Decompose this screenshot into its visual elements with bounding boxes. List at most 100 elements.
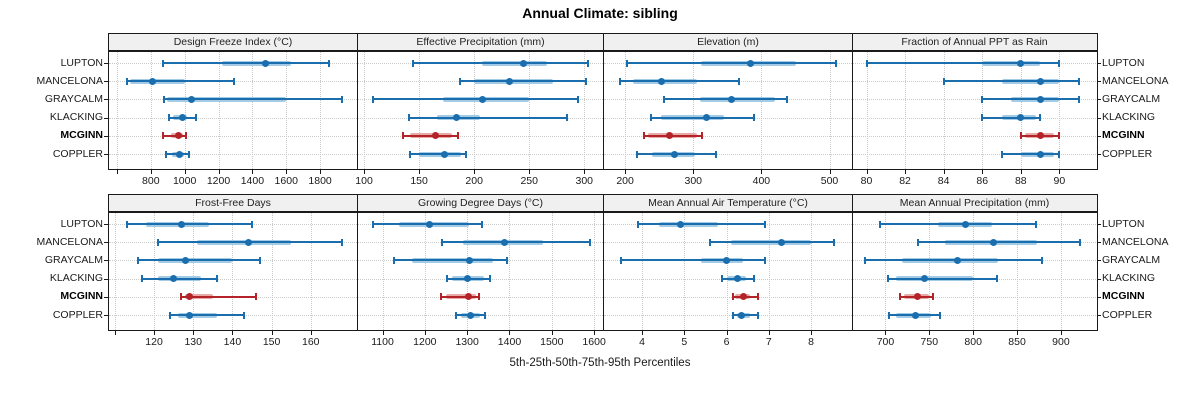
whisker-cap-95th: [1035, 220, 1038, 228]
y-axis-tick-left: [104, 224, 108, 225]
whisker-cap-95th: [714, 150, 717, 158]
median-dot: [953, 256, 961, 264]
whisker-cap-95th: [835, 59, 838, 67]
gridline-vertical: [1059, 52, 1061, 169]
percentile-range-5-95: [627, 62, 837, 64]
whisker-cap-5th: [439, 293, 442, 301]
median-dot: [262, 59, 270, 67]
gridline-vertical: [382, 213, 384, 330]
median-dot: [244, 238, 252, 246]
percentile-range-5-95: [982, 116, 1041, 119]
whisker-cap-5th: [165, 150, 168, 158]
axis-tick: [232, 331, 234, 335]
site-label-right: KLACKING: [1102, 272, 1156, 285]
panel-plot-area: [604, 213, 852, 330]
whisker-cap-5th: [125, 220, 128, 228]
whisker-cap-95th: [1058, 150, 1061, 158]
panel-plot-strip: [108, 51, 1098, 170]
site-label-left: COPPLER: [52, 147, 103, 160]
panel-divider: [852, 52, 853, 169]
axis-tick: [905, 170, 907, 174]
gridline-horizontal: [109, 154, 357, 155]
axis-tick-label: 1300: [455, 336, 479, 348]
whisker-cap-5th: [180, 293, 183, 301]
whisker-cap-95th: [215, 275, 218, 283]
median-dot: [671, 150, 679, 158]
whisker-cap-5th: [137, 256, 140, 264]
whisker-cap-5th: [167, 114, 170, 122]
axis-tick: [467, 331, 469, 335]
median-dot: [913, 293, 921, 301]
y-axis-tick-right: [1097, 278, 1101, 280]
axis-tick: [594, 331, 596, 335]
whisker-cap-5th: [916, 238, 919, 246]
gridline-vertical: [905, 52, 907, 169]
gridline-vertical: [424, 213, 426, 330]
axis-tick: [551, 331, 553, 335]
whisker-cap-5th: [865, 59, 868, 67]
whisker-cap-5th: [401, 132, 404, 140]
panel-title: Mean Annual Precipitation (mm): [899, 197, 1050, 209]
gridline-vertical: [693, 52, 695, 169]
whisker-cap-5th: [161, 59, 164, 67]
gridline-vertical: [529, 52, 531, 169]
axis-tick-label: 850: [1008, 336, 1026, 348]
whisker-cap-5th: [636, 220, 639, 228]
median-dot: [178, 114, 186, 122]
gridline-vertical: [286, 52, 288, 169]
axis-tick-label: 84: [937, 175, 950, 187]
whisker-cap-5th: [440, 238, 443, 246]
whisker-cap-95th: [1058, 132, 1061, 140]
axis-tick: [320, 170, 322, 174]
whisker-cap-95th: [484, 311, 487, 319]
percentile-range-5-95: [441, 241, 590, 244]
axis-tick: [726, 331, 728, 335]
axis-tick: [419, 170, 421, 174]
percentile-range-5-95: [637, 223, 765, 225]
whisker-cap-95th: [737, 77, 740, 85]
site-label-right: GRAYCALM: [1102, 253, 1161, 266]
whisker-cap-95th: [938, 311, 941, 319]
gridline-vertical: [551, 213, 553, 330]
site-label-right: MCGINN: [1102, 129, 1145, 142]
percentile-range-5-95: [393, 259, 508, 262]
panel-plot-area: [109, 52, 357, 169]
gridline-vertical: [474, 52, 476, 169]
axis-tick: [929, 331, 931, 335]
gridline-vertical: [1017, 213, 1019, 330]
y-axis-tick-right: [1097, 296, 1101, 298]
axis-tick: [885, 331, 887, 335]
site-label-left: MANCELONA: [36, 235, 103, 248]
whisker-cap-5th: [619, 77, 622, 85]
gridline-horizontal: [358, 135, 603, 137]
gridline-vertical: [509, 213, 511, 330]
whisker-cap-95th: [757, 293, 760, 301]
axis-tick: [829, 170, 831, 174]
median-dot: [657, 77, 665, 85]
gridline-horizontal: [109, 278, 357, 280]
gridline-vertical: [419, 52, 421, 169]
site-label-right: MANCELONA: [1102, 235, 1169, 248]
median-dot: [1017, 59, 1025, 67]
whisker-cap-95th: [258, 256, 261, 264]
median-dot: [739, 293, 747, 301]
median-dot: [170, 275, 178, 283]
y-axis-tick-left: [104, 81, 108, 83]
gridline-vertical: [684, 213, 686, 330]
whisker-cap-95th: [701, 132, 704, 140]
y-axis-tick-left: [104, 117, 108, 119]
y-axis-tick-right: [1097, 99, 1101, 101]
axis-tick: [382, 331, 384, 335]
axis-tick: [509, 331, 511, 335]
axis-tick-label: 1600: [274, 175, 298, 187]
gridline-vertical: [193, 213, 195, 330]
gridline-vertical: [364, 52, 366, 169]
whisker-cap-95th: [752, 275, 755, 283]
whisker-cap-95th: [251, 220, 253, 228]
panel-divider: [852, 213, 853, 330]
percentile-range-5-95: [412, 62, 588, 64]
median-dot: [1036, 77, 1044, 85]
whisker-cap-95th: [341, 95, 344, 103]
whisker-cap-95th: [833, 238, 836, 246]
gridline-vertical: [811, 213, 813, 330]
